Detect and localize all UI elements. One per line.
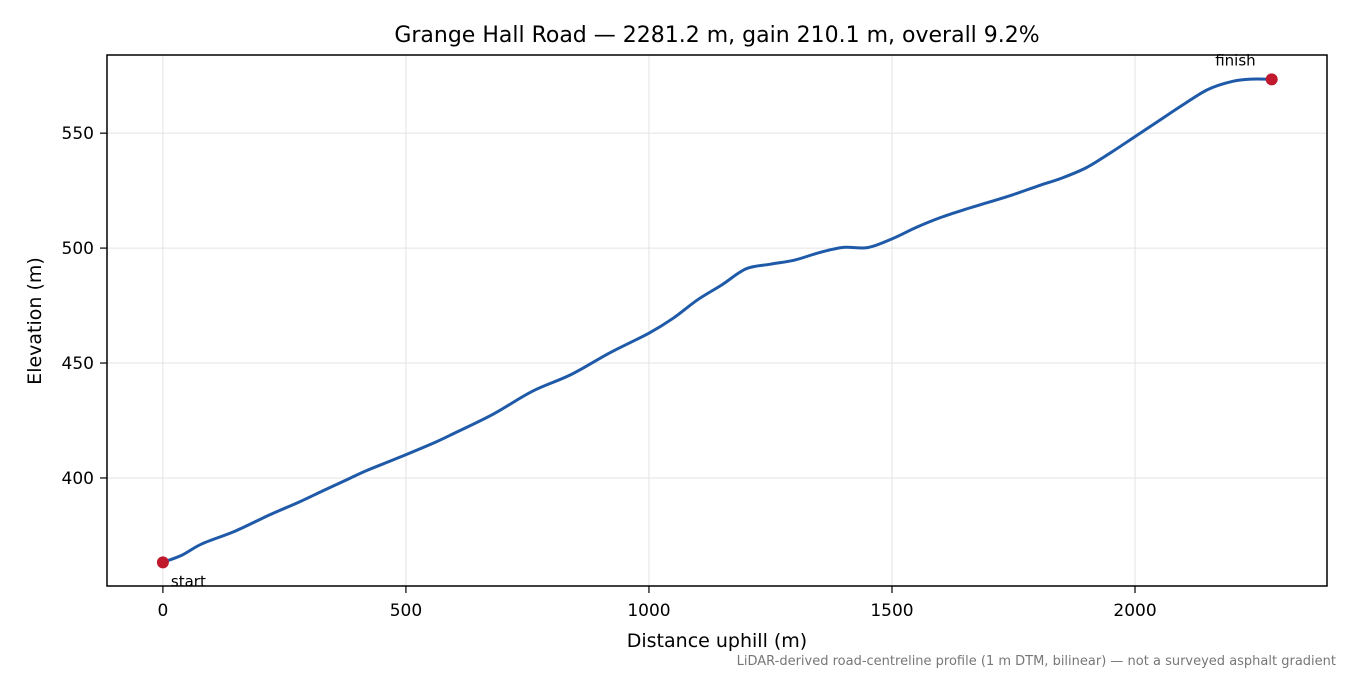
x-tick-label: 1000 xyxy=(627,601,670,621)
elevation-line xyxy=(161,77,1274,564)
y-tick-label: 500 xyxy=(62,239,94,259)
x-tick-label: 0 xyxy=(157,601,168,621)
start-marker xyxy=(156,556,169,569)
x-axis-label: Distance uphill (m) xyxy=(627,630,807,652)
x-tick-label: 2000 xyxy=(1113,601,1156,621)
finish-marker xyxy=(1265,73,1278,86)
x-tick-label: 500 xyxy=(390,601,422,621)
start-annotation: start xyxy=(171,572,206,590)
y-axis-ticks: 400 450 500 550 xyxy=(62,124,107,489)
chart-title: Grange Hall Road — 2281.2 m, gain 210.1 … xyxy=(394,23,1039,48)
finish-annotation: finish xyxy=(1215,51,1255,69)
y-tick-label: 400 xyxy=(62,469,94,489)
grid-lines xyxy=(107,55,1327,586)
x-axis-ticks: 0 500 1000 1500 2000 xyxy=(157,586,1157,621)
x-tick-label: 1500 xyxy=(870,601,913,621)
y-axis-label: Elevation (m) xyxy=(24,257,46,385)
plot-frame xyxy=(106,54,1328,587)
y-tick-label: 550 xyxy=(62,124,94,144)
endpoint-markers xyxy=(156,73,1278,569)
footnote: LiDAR-derived road-centreline profile (1… xyxy=(737,654,1336,669)
y-tick-label: 450 xyxy=(62,354,94,374)
